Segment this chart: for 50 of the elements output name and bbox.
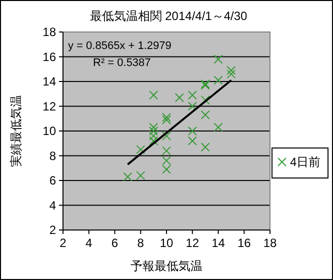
point xyxy=(188,136,197,146)
point xyxy=(162,146,171,156)
point xyxy=(162,156,171,166)
point xyxy=(188,102,197,111)
point xyxy=(214,122,223,132)
y-tick-label: 4 xyxy=(49,198,56,212)
y-tick-label: 8 xyxy=(49,148,56,163)
point xyxy=(226,66,236,75)
point xyxy=(162,164,171,174)
x-tick-label: 10 xyxy=(160,236,174,250)
annotation: R² = 0.5387 xyxy=(93,57,151,69)
y-tick-label: 16 xyxy=(42,50,56,64)
point xyxy=(149,122,158,132)
point xyxy=(149,90,158,100)
point xyxy=(149,131,158,140)
point xyxy=(149,126,158,136)
y-tick-label: 12 xyxy=(42,99,56,114)
chart-title: 最低気温相関 2014/4/1～4/30 xyxy=(90,9,248,23)
y-tick-label: 10 xyxy=(42,124,56,138)
point xyxy=(214,76,223,85)
point xyxy=(214,54,223,64)
point xyxy=(188,126,197,136)
x-tick-label: 16 xyxy=(237,236,252,250)
x-tick-label: 12 xyxy=(186,236,200,250)
x-tick-label: 14 xyxy=(212,236,226,250)
x-axis-title: 予報最低気温 xyxy=(130,259,202,273)
point xyxy=(226,70,236,79)
point xyxy=(136,171,146,180)
point xyxy=(188,90,197,100)
y-tick-label: 2 xyxy=(49,223,56,237)
point xyxy=(200,142,210,152)
point xyxy=(136,145,146,154)
y-tick-label: 14 xyxy=(42,74,56,88)
x-tick-label: 18 xyxy=(263,236,277,250)
x-tick-label: 6 xyxy=(111,236,118,250)
point xyxy=(174,93,184,102)
y-tick-label: 18 xyxy=(42,25,56,39)
y-tick-label: 6 xyxy=(49,174,56,188)
point xyxy=(200,110,210,120)
annotation: y = 0.8565x + 1.2979 xyxy=(68,40,172,52)
x-tick-label: 8 xyxy=(137,236,144,250)
point xyxy=(162,112,171,122)
x-tick-label: 2 xyxy=(60,236,67,250)
point xyxy=(123,172,132,182)
point xyxy=(162,115,171,124)
y-axis-title: 実績最低気温 xyxy=(9,95,23,167)
point xyxy=(149,136,158,146)
point xyxy=(162,131,171,140)
x-tick-label: 4 xyxy=(86,236,93,250)
legend-label: 4日前 xyxy=(290,155,321,169)
